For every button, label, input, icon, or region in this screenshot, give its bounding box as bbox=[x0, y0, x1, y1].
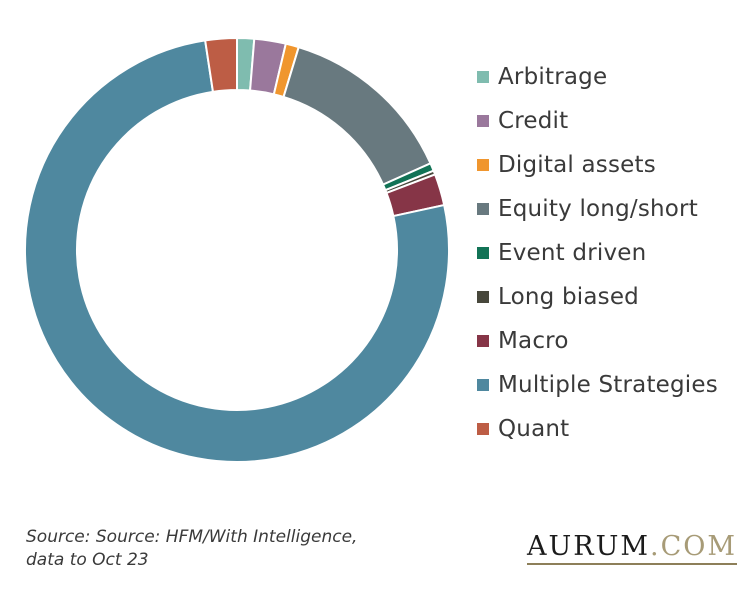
legend-label: Quant bbox=[498, 416, 570, 442]
brand-name: AURUM bbox=[527, 531, 650, 562]
legend-item-long-biased: Long biased bbox=[477, 275, 718, 319]
legend-label: Event driven bbox=[498, 240, 647, 266]
legend-swatch bbox=[477, 71, 489, 83]
legend-label: Digital assets bbox=[498, 152, 656, 178]
legend-label: Equity long/short bbox=[498, 196, 698, 222]
legend-swatch bbox=[477, 423, 489, 435]
legend: Arbitrage Credit Digital assets Equity long… bbox=[477, 55, 718, 451]
legend-swatch bbox=[477, 247, 489, 259]
legend-item-arbitrage: Arbitrage bbox=[477, 55, 718, 99]
legend-item-event-driven: Event driven bbox=[477, 231, 718, 275]
legend-item-digital-assets: Digital assets bbox=[477, 143, 718, 187]
donut-chart bbox=[24, 36, 450, 463]
legend-item-credit: Credit bbox=[477, 99, 718, 143]
slice-quant bbox=[204, 36, 238, 93]
source-note: Source: Source: HFM/With Intelligence, d… bbox=[26, 526, 406, 572]
source-line-1: Source: Source: HFM/With Intelligence, bbox=[26, 527, 358, 547]
source-line-2: data to Oct 23 bbox=[26, 550, 149, 570]
legend-label: Multiple Strategies bbox=[498, 372, 718, 398]
brand-logo: AURUM.COM bbox=[527, 531, 738, 565]
legend-item-macro: Macro bbox=[477, 319, 718, 363]
legend-item-equity-long-short: Equity long/short bbox=[477, 187, 718, 231]
legend-item-quant: Quant bbox=[477, 407, 718, 451]
legend-label: Macro bbox=[498, 328, 569, 354]
legend-label: Long biased bbox=[498, 284, 639, 310]
slice-multiple-strategies bbox=[24, 39, 450, 463]
legend-swatch bbox=[477, 291, 489, 303]
legend-swatch bbox=[477, 379, 489, 391]
legend-swatch bbox=[477, 335, 489, 347]
slice-equity-long-short bbox=[282, 45, 432, 186]
legend-swatch bbox=[477, 203, 489, 215]
legend-swatch bbox=[477, 159, 489, 171]
legend-swatch bbox=[477, 115, 489, 127]
legend-label: Credit bbox=[498, 108, 569, 134]
brand-suffix: .COM bbox=[649, 531, 738, 562]
legend-item-multiple-strategies: Multiple Strategies bbox=[477, 363, 718, 407]
legend-label: Arbitrage bbox=[498, 64, 608, 90]
